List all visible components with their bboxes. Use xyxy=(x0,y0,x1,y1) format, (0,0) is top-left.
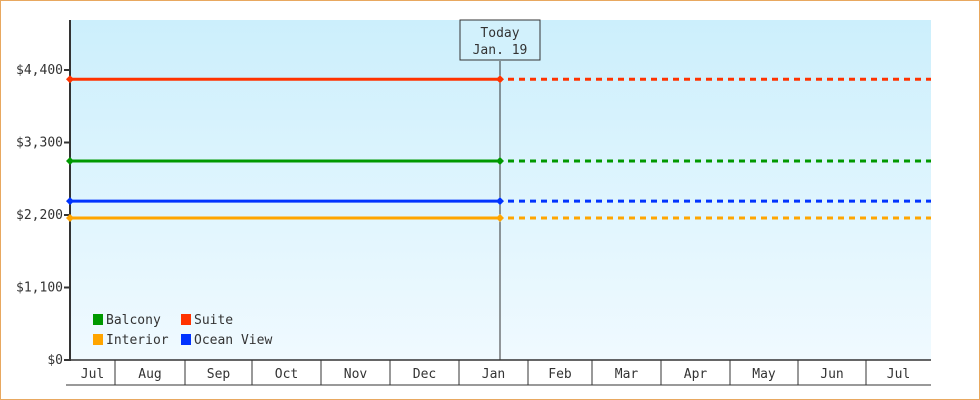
today-label: Today xyxy=(480,26,519,41)
x-tick-label: Apr xyxy=(684,367,708,382)
y-tick-label: $4,400 xyxy=(16,63,63,78)
x-tick-label: Mar xyxy=(615,367,639,382)
series-group xyxy=(66,75,931,222)
data-point xyxy=(66,197,74,206)
data-point xyxy=(66,213,74,222)
data-point xyxy=(66,156,74,165)
x-tick-label: May xyxy=(752,367,776,382)
data-point xyxy=(496,213,504,222)
legend-label: Interior xyxy=(106,333,169,348)
x-axis: Jul Aug Sep Oct Nov Dec Jan Feb Mar Apr May Jun Jul xyxy=(66,359,931,386)
plot-area xyxy=(71,20,931,360)
x-tick-label: Jun xyxy=(820,367,843,382)
legend-label: Ocean View xyxy=(194,333,272,348)
x-tick-label: Dec xyxy=(413,367,436,382)
today-marker: Today Jan. 19 xyxy=(459,19,541,360)
x-tick-label: Jan xyxy=(482,367,505,382)
legend-swatch xyxy=(181,334,191,345)
legend-swatch xyxy=(181,314,191,325)
data-point xyxy=(66,75,74,84)
today-date: Jan. 19 xyxy=(473,43,528,58)
x-tick-label: Sep xyxy=(207,367,231,382)
y-tick-label: $1,100 xyxy=(16,281,63,296)
x-tick-label: Jul xyxy=(887,367,910,382)
x-tick-label: Jul xyxy=(81,367,104,382)
legend-label: Balcony xyxy=(106,313,161,328)
today-box xyxy=(459,19,541,61)
y-axis: $0 $1,100 $2,200 $3,300 $4,400 xyxy=(16,20,71,368)
x-tick-label: Feb xyxy=(548,367,572,382)
data-point xyxy=(496,197,504,206)
legend-label: Suite xyxy=(194,313,233,328)
x-tick-label: Oct xyxy=(275,367,298,382)
data-point xyxy=(496,75,504,84)
legend[interactable]: Balcony Suite Interior Ocean View xyxy=(93,313,272,348)
data-point xyxy=(496,156,504,165)
y-tick-label: $3,300 xyxy=(16,136,63,151)
legend-swatch xyxy=(93,334,103,345)
y-tick-label: $2,200 xyxy=(16,208,63,223)
x-tick-label: Aug xyxy=(138,367,161,382)
legend-swatch xyxy=(93,314,103,325)
y-tick-label: $0 xyxy=(47,353,63,368)
x-tick-label: Nov xyxy=(344,367,368,382)
